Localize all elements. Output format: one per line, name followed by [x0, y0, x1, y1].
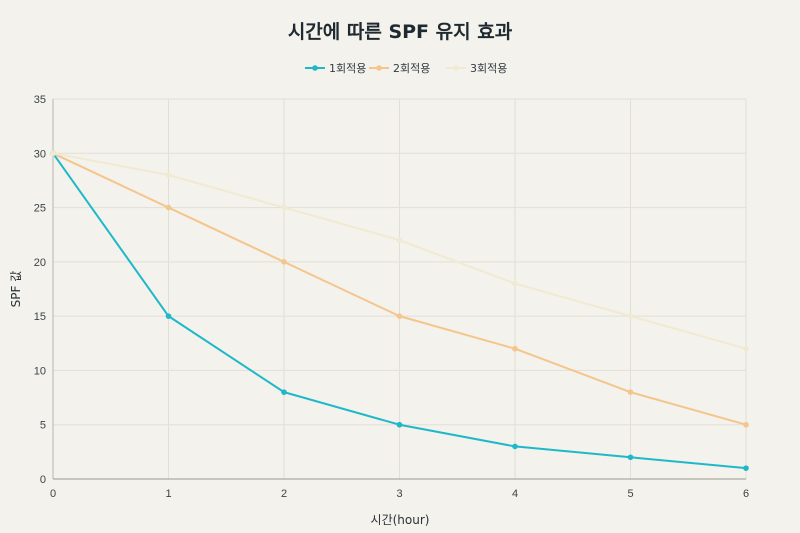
data-point [50, 150, 56, 157]
x-tick-label: 5 [627, 488, 633, 500]
legend-label: 1회적용 [329, 62, 366, 75]
data-point [281, 259, 287, 265]
data-point [165, 172, 172, 178]
data-point [627, 389, 634, 395]
data-point [743, 421, 749, 428]
legend-swatch-marker [312, 65, 318, 71]
data-point [396, 313, 403, 319]
x-tick-label: 0 [50, 488, 56, 500]
x-tick-label: 2 [281, 488, 287, 500]
y-tick-labels: 0 5 10 15 20 25 30 35 [34, 94, 46, 486]
data-point [281, 204, 287, 211]
y-tick-label: 25 [34, 203, 46, 215]
data-point [627, 454, 634, 461]
data-point [512, 443, 518, 450]
y-tick-label: 15 [34, 311, 46, 323]
y-tick-label: 5 [40, 420, 46, 432]
x-tick-label: 6 [743, 488, 749, 500]
legend-swatch-marker [453, 65, 459, 71]
chart-title: 시간에 따른 SPF 유지 효과 [288, 21, 513, 43]
data-point [396, 421, 403, 428]
legend-item-2: 2회적용 [369, 62, 430, 75]
legend-swatch-marker [376, 65, 382, 71]
y-tick-label: 0 [40, 474, 46, 486]
data-point [743, 465, 749, 471]
y-tick-label: 35 [34, 94, 46, 106]
x-tick-label: 3 [396, 488, 402, 500]
legend-item-3: 3회적용 [446, 62, 507, 75]
data-point [512, 280, 518, 287]
y-tick-label: 30 [34, 148, 46, 160]
data-point [165, 313, 172, 319]
series [50, 150, 749, 471]
legend-item-1: 1회적용 [305, 62, 366, 75]
axes [52, 99, 746, 480]
y-tick-label: 10 [34, 365, 46, 377]
x-tick-labels: 0 1 2 3 4 5 6 [50, 488, 749, 500]
data-point [512, 345, 518, 352]
data-point [743, 345, 749, 352]
data-point [396, 237, 403, 243]
legend: 1회적용 2회적용 3회적용 [305, 62, 507, 75]
legend-label: 3회적용 [470, 62, 507, 75]
series-2 [50, 150, 749, 428]
data-point [627, 313, 634, 319]
y-axis-label: SPF 값 [9, 271, 23, 308]
legend-label: 2회적용 [393, 62, 430, 75]
x-tick-label: 4 [512, 488, 518, 500]
data-point [165, 204, 172, 211]
y-tick-label: 20 [34, 257, 46, 269]
series-3 [50, 150, 749, 352]
data-point [281, 389, 287, 395]
x-axis-label: 시간(hour) [371, 513, 430, 527]
x-tick-label: 1 [165, 488, 171, 500]
